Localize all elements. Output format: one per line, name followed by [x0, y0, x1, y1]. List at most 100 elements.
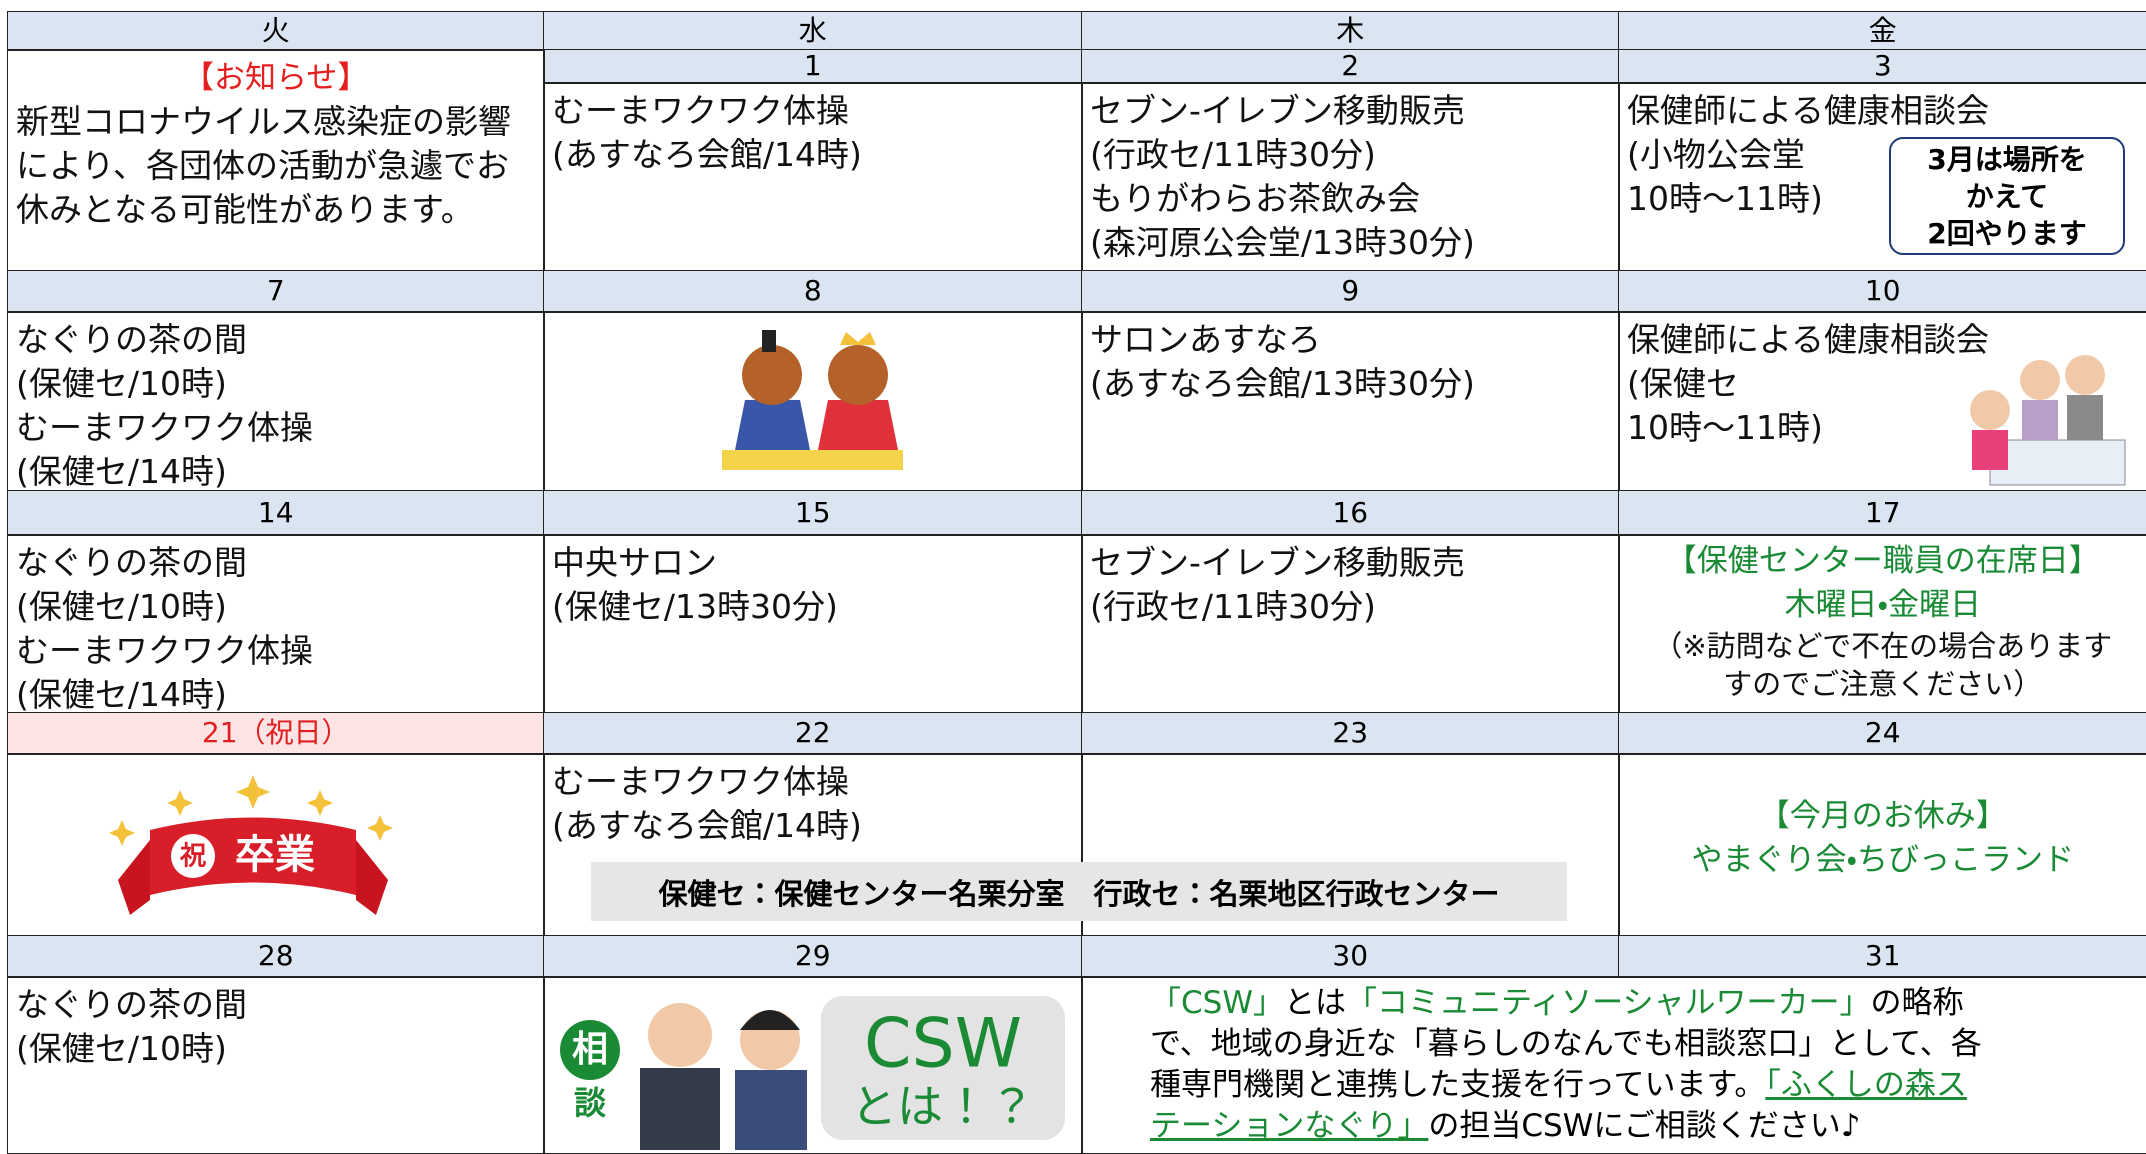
day-cell: 中央サロン (保健セ/13時30分)	[543, 534, 1083, 714]
highlight-line: 【今月のお休み】	[1758, 798, 2007, 834]
day-cell: セブン-イレブン移動販売 (行政セ/11時30分)	[1081, 534, 1620, 714]
csw-text: 「CSW」	[1150, 985, 1284, 1021]
date-header: 21（祝日）	[7, 712, 545, 755]
callout-line: 3月は場所を	[1927, 143, 2087, 176]
event-line: (保健セ/14時)	[16, 452, 227, 491]
event-line: (行政セ/11時30分)	[1090, 135, 1376, 174]
csw-text: の担当CSWにご相談ください♪	[1428, 1108, 1861, 1144]
csw-text: 種専門機関と連携した支援を行っています。	[1150, 1067, 1766, 1103]
event-line: 保健師による健康相談会	[1627, 91, 1990, 130]
day-cell: サロンあすなろ (あすなろ会館/13時30分)	[1081, 311, 1620, 492]
day-cell: なぐりの茶の間 (保健セ/10時)	[7, 976, 545, 1154]
date-header: 31	[1618, 935, 2146, 978]
day-cell: セブン-イレブン移動販売 (行政セ/11時30分) もりがわらお茶飲み会 (森河原公会…	[1081, 82, 1620, 272]
event-line: (保健セ/10時)	[16, 1029, 227, 1068]
event-line: むーまワクワク体操	[552, 762, 849, 801]
day-cell: なぐりの茶の間 (保健セ/10時) むーまワクワク体操 (保健セ/14時)	[7, 534, 545, 714]
date-header: 3	[1618, 49, 2146, 84]
day-header: 火	[7, 11, 545, 51]
event-line: むーまワクワク体操	[16, 631, 313, 670]
event-line: 中央サロン	[552, 543, 717, 582]
event-line: セブン-イレブン移動販売	[1090, 543, 1465, 582]
event-line: 保健師による健康相談会	[1627, 320, 1990, 359]
event-line: (保健セ/13時30分)	[552, 587, 838, 626]
highlight-line: 木曜日・金曜日	[1784, 587, 1982, 623]
date-header: 30	[1081, 935, 1620, 978]
event-line: 休みとなる可能性があります。	[16, 190, 474, 229]
date-header: 29	[543, 935, 1083, 978]
date-header: 17	[1618, 490, 2146, 536]
day-header: 金	[1618, 11, 2146, 51]
day-cell: むーまワクワク体操 (あすなろ会館/14時)	[543, 82, 1083, 272]
date-header: 23	[1081, 712, 1620, 755]
callout: 3月は場所を かえて 2回やります	[1889, 137, 2125, 255]
day-cell: 【今月のお休み】やまぐり会・ちびっこランド	[1618, 753, 2146, 937]
notice-heading: 【お知らせ】	[183, 60, 369, 96]
legend: 保健セ：保健センター名栗分室 行政セ：名栗地区行政センター	[591, 862, 1567, 921]
event-line: (保健セ	[1627, 364, 1739, 403]
event-line: セブン-イレブン移動販売	[1090, 91, 1465, 130]
day-header: 水	[543, 11, 1083, 51]
event-line: なぐりの茶の間	[16, 543, 247, 582]
date-header: 1	[543, 49, 1083, 84]
date-header: 28	[7, 935, 545, 978]
event-line: なぐりの茶の間	[16, 320, 247, 359]
date-header: 22	[543, 712, 1083, 755]
date-header: 7	[7, 270, 545, 313]
day-cell: なぐりの茶の間 (保健セ/10時) むーまワクワク体操 (保健セ/14時)	[7, 311, 545, 492]
link-text[interactable]: 「ふくしの森ス	[1765, 1067, 1967, 1103]
csw-line: テーションなぐり」の担当CSWにご相談ください♪	[1150, 1106, 1982, 1147]
day-cell: 保健師による健康相談会 (小物公会堂 10時～11時)	[1618, 82, 2146, 272]
callout-line: 2回やります	[1927, 217, 2087, 250]
csw-line: 「CSW」とは「コミュニティソーシャルワーカー」の略称	[1150, 983, 1982, 1024]
date-header: 14	[7, 490, 545, 536]
event-line: (あすなろ会館/14時)	[552, 806, 862, 845]
event-line: (あすなろ会館/13時30分)	[1090, 364, 1475, 403]
event-line: (小物公会堂	[1627, 135, 1805, 174]
day-cell	[543, 976, 1083, 1154]
csw-line: 種専門機関と連携した支援を行っています。「ふくしの森ス	[1150, 1065, 1982, 1106]
csw-note: 「CSW」とは「コミュニティソーシャルワーカー」の略称 で、地域の身近な「暮らしの…	[1150, 983, 1982, 1147]
csw-text: とは	[1283, 985, 1346, 1021]
date-header: 24	[1618, 712, 2146, 755]
day-cell	[7, 753, 545, 937]
event-line: (森河原公会堂/13時30分)	[1090, 223, 1475, 262]
day-cell: 【保健センター職員の在席日】 木曜日・金曜日 （※訪問などで不在の場合あります すので…	[1618, 534, 2146, 714]
event-line: 新型コロナウイルス感染症の影響	[16, 102, 511, 141]
day-cell	[543, 311, 1083, 492]
event-line: (行政セ/11時30分)	[1090, 587, 1376, 626]
highlight-line: 【保健センター職員の在席日】	[1665, 543, 2100, 579]
date-header: 2	[1081, 49, 1620, 84]
csw-line: で、地域の身近な「暮らしのなんでも相談窓口」として、各	[1150, 1024, 1982, 1065]
event-line: により、各団体の活動が急遽でお	[16, 146, 510, 185]
csw-text: の略称	[1870, 985, 1964, 1021]
day-cell: 保健師による健康相談会 (保健セ 10時～11時)	[1618, 311, 2146, 492]
date-header: 8	[543, 270, 1083, 313]
event-line: むーまワクワク体操	[552, 91, 849, 130]
highlight-line: やまぐり会・ちびっこランド	[1691, 842, 2075, 878]
event-line: 10時～11時)	[1627, 408, 1823, 447]
event-line: (保健セ/10時)	[16, 587, 227, 626]
note-line: すのでご注意ください）	[1723, 667, 2043, 701]
csw-text: 「コミュニティソーシャルワーカー」	[1345, 985, 1871, 1021]
day-cell: むーまワクワク体操 (あすなろ会館/14時)	[543, 753, 1083, 937]
event-line: 10時～11時)	[1627, 179, 1823, 218]
date-header: 15	[543, 490, 1083, 536]
event-line: (保健セ/10時)	[16, 364, 227, 403]
event-line: サロンあすなろ	[1090, 320, 1321, 359]
callout-line: かえて	[1965, 180, 2049, 213]
day-cell: 【お知らせ】新型コロナウイルス感染症の影響 により、各団体の活動が急遽でお 休みとな…	[7, 49, 545, 272]
date-header: 16	[1081, 490, 1620, 536]
note-line: （※訪問などで不在の場合あります	[1653, 629, 2113, 663]
day-header: 木	[1081, 11, 1620, 51]
event-line: (あすなろ会館/14時)	[552, 135, 862, 174]
event-line: (保健セ/14時)	[16, 675, 227, 714]
link-text[interactable]: テーションなぐり」	[1150, 1108, 1429, 1144]
event-line: もりがわらお茶飲み会	[1090, 179, 1420, 218]
csw-text: で、地域の身近な「暮らしのなんでも相談窓口」として、各	[1150, 1026, 1982, 1062]
event-line: むーまワクワク体操	[16, 408, 313, 447]
date-header: 9	[1081, 270, 1620, 313]
event-line: なぐりの茶の間	[16, 985, 247, 1024]
